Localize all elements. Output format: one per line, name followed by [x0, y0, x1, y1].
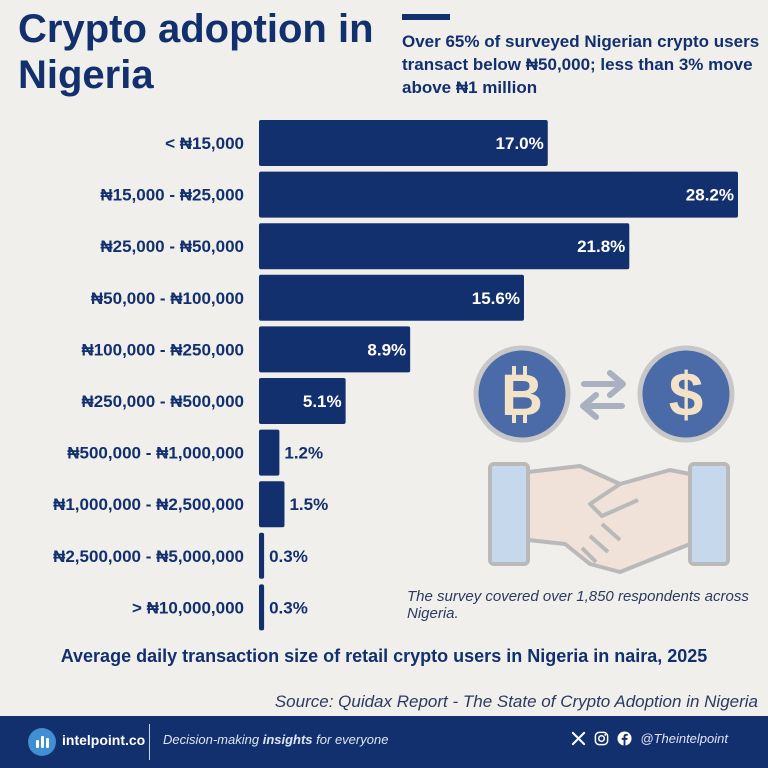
footer: intelpoint.co Decision-making insights f… — [0, 716, 768, 768]
value-label: 21.8% — [577, 237, 625, 256]
category-label: ₦1,000,000 - ₦2,500,000 — [53, 495, 244, 514]
exchange-arrows-icon — [580, 370, 626, 420]
category-label: > ₦10,000,000 — [132, 598, 244, 617]
bar — [259, 326, 411, 373]
crypto-exchange-illustration: B $ — [473, 345, 735, 574]
bar — [259, 120, 548, 166]
x-icon[interactable] — [571, 731, 586, 746]
value-label: 17.0% — [496, 134, 544, 153]
category-label: < ₦15,000 — [165, 134, 244, 153]
value-label: 1.2% — [284, 444, 323, 463]
handshake-icon — [488, 462, 730, 574]
category-label: ₦2,500,000 - ₦5,000,000 — [53, 547, 244, 566]
subtitle: Over 65% of surveyed Nigerian crypto use… — [402, 32, 760, 97]
title-accent-bar — [402, 14, 450, 20]
category-label: ₦500,000 - ₦1,000,000 — [67, 444, 244, 463]
bar — [259, 481, 285, 528]
social-handle[interactable]: @Theintelpoint — [640, 731, 728, 746]
value-label: 1.5% — [289, 495, 328, 514]
dollar-icon: $ — [637, 345, 735, 443]
bar — [259, 584, 265, 631]
intelpoint-logo-icon — [28, 728, 56, 756]
bar — [259, 429, 280, 476]
value-label: 28.2% — [686, 186, 734, 205]
svg-text:B: B — [501, 363, 543, 428]
instagram-icon[interactable] — [594, 731, 609, 746]
page-title: Crypto adoption in Nigeria — [18, 7, 374, 97]
tagline: Decision-making insights for everyone — [163, 732, 389, 747]
source-text: Source: Quidax Report - The State of Cry… — [274, 692, 758, 711]
bar — [259, 378, 346, 424]
value-label: 8.9% — [367, 340, 406, 359]
bar — [259, 171, 738, 218]
social-links: @Theintelpoint — [571, 731, 728, 746]
bar — [259, 532, 265, 579]
value-label: 0.3% — [269, 598, 308, 617]
value-label: 5.1% — [303, 392, 342, 411]
bar — [259, 274, 524, 321]
category-label: ₦15,000 - ₦25,000 — [100, 186, 244, 205]
facebook-icon[interactable] — [617, 731, 632, 746]
survey-note: The survey covered over 1,850 respondent… — [407, 588, 749, 622]
brand-link[interactable]: intelpoint.co — [62, 732, 146, 748]
value-label: 15.6% — [472, 289, 520, 308]
category-label: ₦25,000 - ₦50,000 — [100, 237, 244, 256]
bar — [259, 223, 630, 270]
value-label: 0.3% — [269, 547, 308, 566]
chart-title: Average daily transaction size of retail… — [60, 646, 708, 666]
bitcoin-icon: B — [473, 345, 571, 443]
footer-divider — [149, 724, 150, 760]
category-label: ₦250,000 - ₦500,000 — [81, 392, 244, 411]
svg-text:$: $ — [669, 361, 703, 430]
category-label: ₦100,000 - ₦250,000 — [81, 340, 244, 359]
category-label: ₦50,000 - ₦100,000 — [91, 289, 244, 308]
bar-chart: < ₦15,000 17.0% ₦15,000 - ₦25,000 28.2% ₦25,… — [53, 120, 738, 631]
